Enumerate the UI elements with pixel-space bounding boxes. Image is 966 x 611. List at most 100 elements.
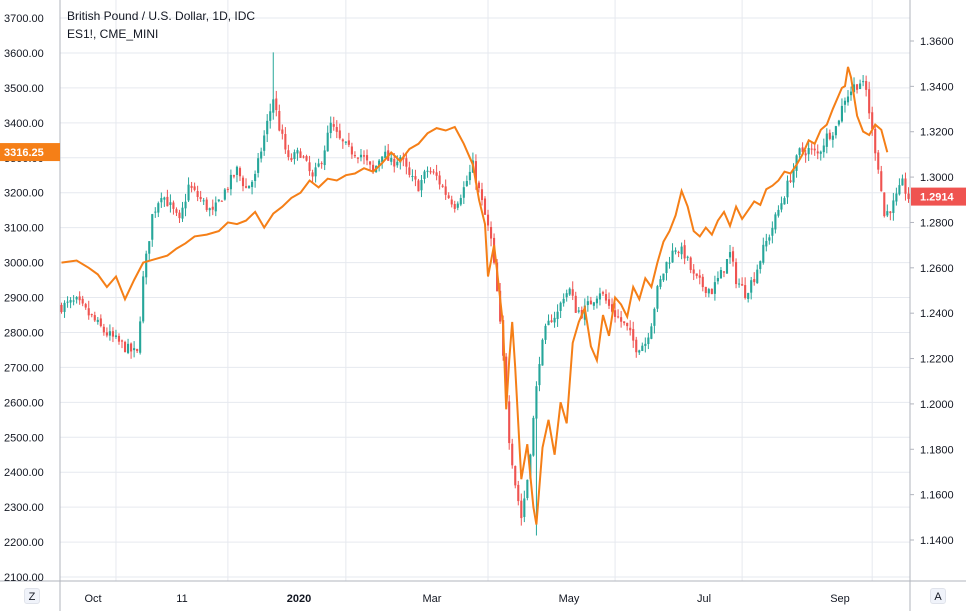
candle-body (414, 176, 417, 180)
candle-body (417, 180, 420, 192)
candle-body (626, 322, 629, 327)
candle-body (193, 186, 196, 190)
candle-body (656, 286, 659, 309)
candle-body (365, 155, 369, 161)
candle-body (486, 214, 490, 226)
time-tick-label: Oct (84, 593, 101, 605)
candle-body (862, 81, 865, 83)
left-tick-label: 2400.00 (4, 467, 44, 479)
auto-scale-button[interactable]: A (930, 588, 946, 604)
candle-body (480, 189, 484, 201)
candle-body (889, 211, 892, 214)
left-tick-label: 3500.00 (4, 83, 44, 95)
candle-body (69, 300, 72, 303)
time-axis[interactable]: Oct 11 2020 Mar May Jul Sep (84, 593, 849, 605)
candle-body (438, 175, 441, 185)
time-tick-label: Mar (423, 593, 442, 605)
candle-body (577, 310, 580, 312)
candle-body (456, 203, 459, 208)
candle-body (102, 326, 105, 333)
candle-body (378, 160, 381, 167)
candle-body (614, 310, 617, 317)
candle-body (474, 161, 477, 183)
left-tick-label: 2600.00 (4, 397, 44, 409)
candle-body (641, 345, 644, 351)
es-mini-line (61, 66, 889, 525)
candle-body (635, 339, 638, 353)
candle-body (880, 171, 883, 192)
candle-body (408, 167, 411, 175)
left-tick-label: 2100.00 (4, 572, 44, 584)
left-tick-label: 2900.00 (4, 293, 44, 305)
candle-body (299, 151, 302, 158)
candle-body (701, 276, 704, 288)
right-last-value-text: 1.2914 (920, 192, 955, 204)
candle-body (93, 315, 96, 321)
candle-body (172, 202, 175, 209)
candle-body (181, 207, 184, 219)
candle-body (317, 163, 320, 167)
candle-body (468, 171, 471, 181)
candle-body (396, 161, 399, 166)
candle-body (123, 341, 127, 352)
candle-body (151, 214, 154, 240)
candle-body (293, 152, 296, 160)
candle-body (157, 203, 160, 213)
candle-body (477, 182, 481, 189)
scale-z-button[interactable]: Z (24, 588, 40, 604)
time-tick-label: 2020 (287, 593, 311, 605)
left-tick-label: 2500.00 (4, 432, 44, 444)
candle-body (251, 181, 254, 188)
candle-body (556, 311, 559, 320)
candle-body (308, 162, 311, 172)
compare-symbol-label[interactable]: ES1!, CME_MINI (67, 27, 159, 41)
candle-body (762, 244, 765, 263)
right-price-axis[interactable]: 1.1400 1.1600 1.1800 1.2000 1.2200 1.2400 1.26… (910, 36, 954, 547)
candle-body (668, 262, 671, 264)
candle-body (275, 98, 278, 111)
candle-body (450, 199, 453, 205)
candle-body (114, 335, 118, 337)
candle-body (223, 189, 226, 200)
candle-body (638, 350, 641, 353)
candle-body (111, 331, 114, 337)
candle-body (84, 304, 87, 308)
candle-body (241, 177, 245, 187)
candle-body (145, 253, 148, 278)
candle-body (87, 308, 90, 316)
candle-body (350, 146, 353, 155)
candle-body (235, 166, 239, 175)
candle-body (257, 158, 260, 173)
candle-body (886, 211, 889, 216)
candle-body (272, 99, 275, 113)
candle-body (704, 286, 707, 293)
candle-body (120, 340, 124, 342)
left-price-axis[interactable]: 2100.00 2200.00 2300.00 2400.00 2500.00 2600.… (4, 13, 44, 584)
candle-body (831, 135, 834, 140)
candle-body (695, 273, 698, 276)
candle-body (368, 161, 372, 165)
candle-body (60, 304, 63, 313)
candle-body (892, 200, 895, 213)
candle-body (384, 151, 387, 158)
candle-body (707, 289, 710, 294)
candle-body (819, 151, 822, 154)
candle-body (344, 141, 347, 143)
candle-body (462, 187, 465, 198)
candle-body (550, 320, 553, 323)
candle-body (220, 200, 223, 202)
candle-body (187, 184, 190, 201)
candle-body (828, 132, 831, 139)
candle-body (686, 256, 689, 258)
candle-body (435, 172, 438, 176)
candle-body (326, 132, 329, 152)
candle-body (96, 319, 99, 322)
candle-body (768, 237, 771, 241)
candle-body (338, 130, 341, 139)
candle-body (420, 179, 423, 191)
candle-body (629, 327, 632, 331)
candle-body (290, 158, 293, 161)
candle-body (190, 185, 193, 188)
candle-body (372, 164, 375, 171)
